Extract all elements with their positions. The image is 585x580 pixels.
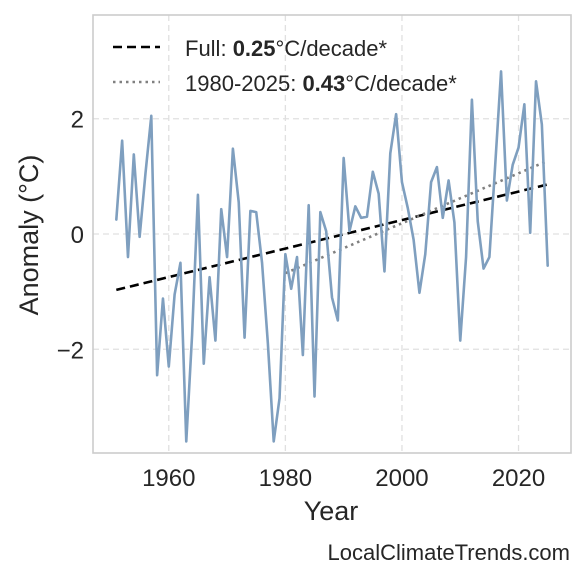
y-tick-labels: −2 0 2 xyxy=(57,107,84,365)
plot-frame xyxy=(92,14,572,454)
x-tick-label-1980: 1980 xyxy=(259,465,312,492)
anomaly-series-line xyxy=(115,70,549,443)
x-tick-label-2020: 2020 xyxy=(492,465,545,492)
gridlines xyxy=(93,15,571,453)
legend-recent-label: 1980-2025: 0.43°C/decade* xyxy=(185,71,457,96)
legend-full-label: Full: 0.25°C/decade* xyxy=(185,36,387,61)
x-axis-label: Year xyxy=(304,496,359,526)
legend: Full: 0.25°C/decade* 1980-2025: 0.43°C/d… xyxy=(113,36,457,96)
x-tick-labels: 1960 1980 2000 2020 xyxy=(142,465,545,492)
x-tick-label-1960: 1960 xyxy=(142,465,195,492)
y-tick-label-0: −2 xyxy=(57,337,84,364)
y-axis-label: Anomaly (°C) xyxy=(14,155,44,316)
y-tick-label-1: 0 xyxy=(71,222,84,249)
x-tick-label-2000: 2000 xyxy=(375,465,428,492)
watermark: LocalClimateTrends.com xyxy=(328,540,571,565)
y-tick-label-2: 2 xyxy=(71,107,84,134)
